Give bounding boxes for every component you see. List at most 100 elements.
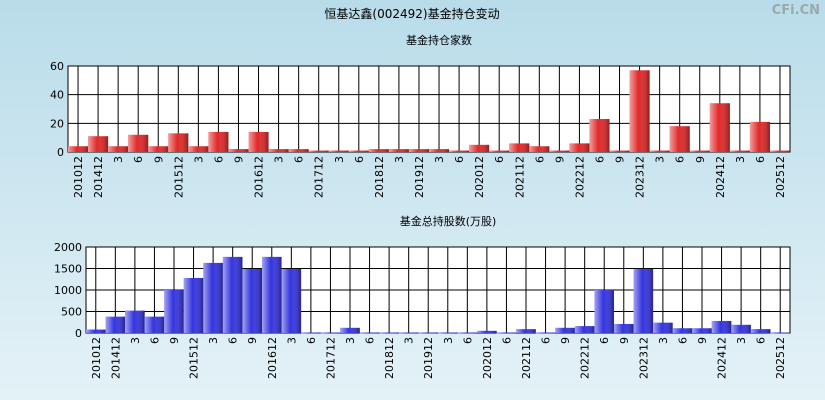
bar-shade <box>398 332 419 334</box>
bar-shade <box>692 328 712 333</box>
bar-shade <box>574 326 595 333</box>
bar-shade <box>108 146 129 152</box>
x-tick-label: 202012 <box>473 156 486 198</box>
x-tick-label: 201412 <box>109 337 122 379</box>
bar-shade <box>348 150 369 152</box>
x-tick-label: 3 <box>333 156 346 163</box>
x-tick-label: 3 <box>403 337 416 344</box>
bar-shade <box>208 131 229 152</box>
bar-shade <box>268 149 289 152</box>
x-tick-label: 201812 <box>383 337 396 379</box>
bar-shade <box>629 70 650 152</box>
x-tick-label: 6 <box>598 337 611 344</box>
x-tick-label: 3 <box>393 156 406 163</box>
bar-shade <box>148 146 169 152</box>
bar-shade <box>689 150 710 152</box>
y-tick-label: 500 <box>61 306 82 319</box>
bar-shade <box>228 149 249 152</box>
x-tick-label: 6 <box>540 337 553 344</box>
x-tick-label: 202012 <box>481 337 494 379</box>
bar-shade <box>770 332 790 334</box>
x-tick-label: 201412 <box>92 156 105 198</box>
x-tick-label: 3 <box>657 337 670 344</box>
bar-shade <box>489 150 510 152</box>
bar-shade <box>633 268 654 333</box>
x-tick-label: 202412 <box>714 156 727 198</box>
x-tick-label: 3 <box>112 156 125 163</box>
x-tick-label: 201012 <box>90 337 103 379</box>
x-tick-label: 6 <box>353 156 366 163</box>
bar-shade <box>105 316 126 333</box>
bar-shade <box>749 121 770 152</box>
bar-shade <box>535 332 556 334</box>
x-tick-label: 3 <box>285 337 298 344</box>
x-tick-label: 201712 <box>313 156 326 198</box>
x-tick-label: 6 <box>754 156 767 163</box>
x-tick-label: 3 <box>734 156 747 163</box>
x-tick-label: 9 <box>614 156 627 163</box>
bar-shade <box>308 150 329 152</box>
bar-shade <box>711 320 732 333</box>
bar-shade <box>769 150 790 152</box>
x-tick-label: 9 <box>696 337 709 344</box>
bar-shade <box>614 323 634 333</box>
bar-shade <box>555 327 575 333</box>
y-tick-label: 60 <box>50 60 64 73</box>
x-tick-label: 9 <box>694 156 707 163</box>
x-tick-label: 6 <box>305 337 318 344</box>
bar-shade <box>128 134 149 152</box>
x-tick-label: 6 <box>148 337 161 344</box>
bar-shade <box>669 126 690 152</box>
bar-shade <box>340 327 360 333</box>
y-tick-label: 0 <box>75 327 82 340</box>
bar-shade <box>262 256 282 333</box>
x-tick-label: 202112 <box>513 156 526 198</box>
bar-shade <box>509 143 530 152</box>
x-tick-label: 6 <box>293 156 306 163</box>
x-tick-label: 201512 <box>188 337 201 379</box>
y-tick-label: 1000 <box>54 284 82 297</box>
x-tick-label: 3 <box>273 156 286 163</box>
x-tick-label: 3 <box>129 337 142 344</box>
bar-shade <box>388 149 409 152</box>
x-tick-label: 202312 <box>637 337 650 379</box>
bar-shade <box>368 149 389 152</box>
bar-shade <box>188 146 209 152</box>
x-tick-label: 9 <box>232 156 245 163</box>
y-tick-label: 40 <box>50 89 64 102</box>
x-tick-label: 9 <box>152 156 165 163</box>
bar-shade <box>281 268 302 333</box>
y-tick-label: 0 <box>57 146 64 159</box>
bar-shade <box>549 150 570 152</box>
bar-shade <box>609 150 630 152</box>
x-tick-label: 6 <box>453 156 466 163</box>
x-tick-label: 3 <box>433 156 446 163</box>
bar-shade <box>429 149 450 152</box>
x-tick-label: 3 <box>654 156 667 163</box>
x-tick-label: 6 <box>674 156 687 163</box>
bar-shade <box>589 119 610 152</box>
x-tick-label: 3 <box>442 337 455 344</box>
x-tick-label: 201512 <box>172 156 185 198</box>
x-tick-label: 202312 <box>634 156 647 198</box>
x-tick-label: 6 <box>676 337 689 344</box>
x-tick-label: 9 <box>553 156 566 163</box>
x-tick-label: 6 <box>493 156 506 163</box>
bar-shade <box>248 131 269 152</box>
bar-shade <box>653 322 673 333</box>
bar-shade <box>516 329 536 333</box>
x-tick-label: 202212 <box>579 337 592 379</box>
bar-shade <box>649 150 670 152</box>
bar-shade <box>320 332 341 334</box>
bar-shade <box>729 150 750 152</box>
x-tick-label: 202512 <box>774 156 787 198</box>
chart-title: 基金总持股数(万股) <box>400 214 497 228</box>
x-tick-label: 202412 <box>716 337 729 379</box>
bar-shade <box>408 149 429 152</box>
bar-shade <box>709 103 730 152</box>
bar-shade <box>496 332 517 334</box>
x-tick-label: 201812 <box>373 156 386 198</box>
watermark: CFi.CN <box>772 3 820 18</box>
bar-shade <box>418 332 438 334</box>
